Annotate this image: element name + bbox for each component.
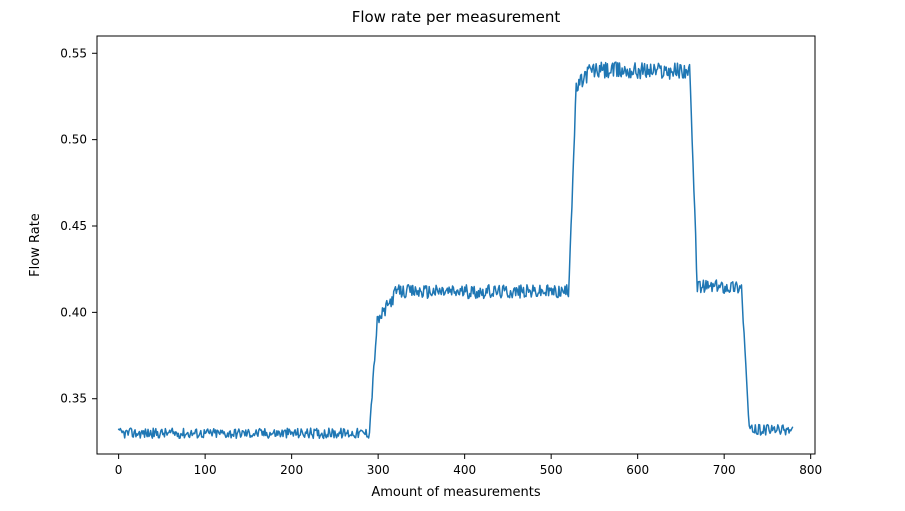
x-tick-label: 800 bbox=[799, 463, 822, 477]
chart-title: Flow rate per measurement bbox=[352, 8, 561, 26]
x-tick-label: 500 bbox=[540, 463, 563, 477]
x-axis-label: Amount of measurements bbox=[371, 485, 541, 500]
x-tick-label: 600 bbox=[626, 463, 649, 477]
chart-container: 0 100 200 300 400 500 600 700 800 0.35 0.40 0.45 0.5… bbox=[0, 0, 905, 511]
y-axis-label: Flow Rate bbox=[28, 213, 43, 277]
x-tick-label: 100 bbox=[194, 463, 217, 477]
x-tick-label: 300 bbox=[367, 463, 390, 477]
y-tick-label: 0.55 bbox=[60, 46, 87, 60]
y-tick-label: 0.50 bbox=[60, 133, 87, 147]
x-tick-label: 200 bbox=[280, 463, 303, 477]
x-tick-label: 0 bbox=[115, 463, 123, 477]
y-tick-label: 0.45 bbox=[60, 219, 87, 233]
y-tick-label: 0.35 bbox=[60, 392, 87, 406]
y-tick-label: 0.40 bbox=[60, 305, 87, 319]
chart-svg: 0 100 200 300 400 500 600 700 800 0.35 0.40 0.45 0.5… bbox=[0, 0, 905, 511]
x-tick-label: 700 bbox=[713, 463, 736, 477]
x-tick-label: 400 bbox=[453, 463, 476, 477]
